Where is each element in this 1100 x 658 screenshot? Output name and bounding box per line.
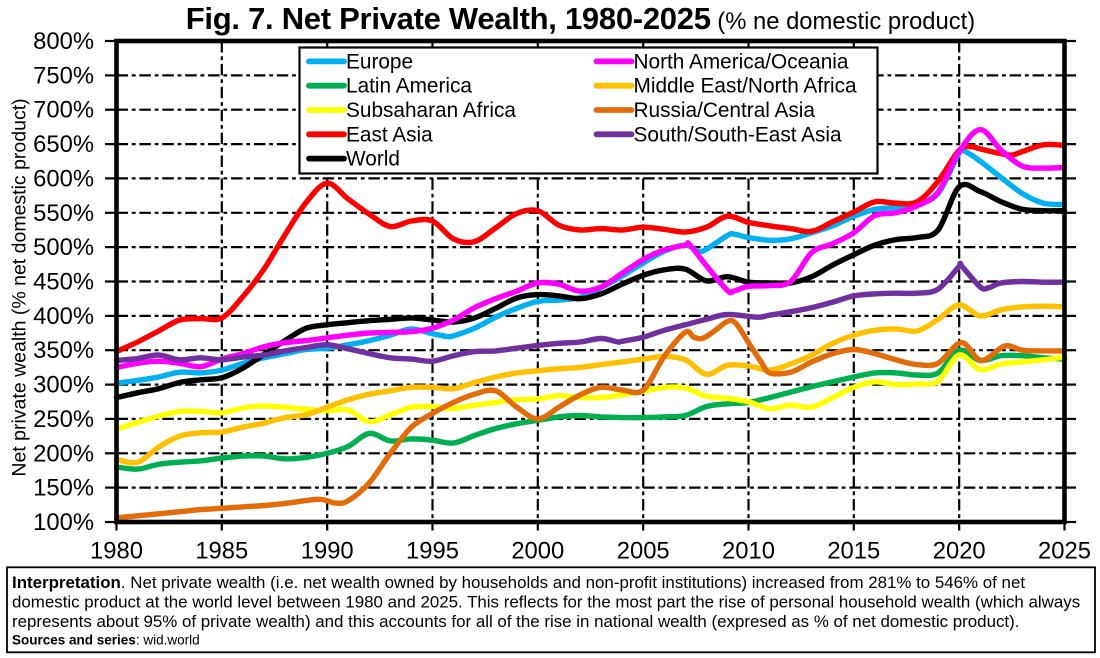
svg-text:domestic product at the world: domestic product at the world level betw…: [12, 593, 1080, 612]
svg-text:Latin America: Latin America: [346, 75, 472, 98]
svg-text:East Asia: East Asia: [346, 123, 433, 146]
svg-text:2025: 2025: [1038, 538, 1091, 565]
svg-text:Middle East/North Africa: Middle East/North Africa: [634, 75, 858, 98]
svg-text:550%: 550%: [33, 200, 94, 227]
svg-text:500%: 500%: [33, 234, 94, 261]
svg-text:750%: 750%: [33, 62, 94, 89]
svg-text:1995: 1995: [406, 538, 459, 565]
svg-text:400%: 400%: [33, 303, 94, 330]
svg-text:2020: 2020: [933, 538, 986, 565]
svg-text:North America/Oceania: North America/Oceania: [634, 50, 849, 73]
svg-text:150%: 150%: [33, 475, 94, 502]
svg-text:Russia/Central Asia: Russia/Central Asia: [634, 99, 816, 122]
svg-text:300%: 300%: [33, 372, 94, 399]
svg-text:Interpretation. Net private we: Interpretation. Net private wealth (i.e.…: [12, 573, 1025, 592]
svg-text:1990: 1990: [301, 538, 354, 565]
svg-text:2000: 2000: [511, 538, 564, 565]
svg-text:World: World: [346, 148, 400, 171]
svg-text:2005: 2005: [617, 538, 670, 565]
svg-text:100%: 100%: [33, 509, 94, 536]
svg-text:350%: 350%: [33, 337, 94, 364]
svg-text:Fig. 7. Net Private Wealth, 19: Fig. 7. Net Private Wealth, 1980-2025 (%…: [186, 1, 975, 36]
svg-text:250%: 250%: [33, 406, 94, 433]
svg-text:Europe: Europe: [346, 50, 413, 73]
svg-text:700%: 700%: [33, 97, 94, 124]
svg-text:Net private wealth (% net dome: Net private wealth (% net domestic produ…: [9, 98, 31, 476]
svg-text:450%: 450%: [33, 269, 94, 296]
svg-text:200%: 200%: [33, 440, 94, 467]
svg-text:650%: 650%: [33, 131, 94, 158]
svg-text:600%: 600%: [33, 165, 94, 192]
svg-text:1980: 1980: [90, 538, 143, 565]
svg-text:1985: 1985: [195, 538, 248, 565]
svg-text:2010: 2010: [722, 538, 775, 565]
svg-text:2015: 2015: [827, 538, 880, 565]
svg-text:South/South-East Asia: South/South-East Asia: [634, 123, 843, 146]
svg-text:Sources and series: wid.world: Sources and series: wid.world: [12, 633, 200, 648]
svg-text:represents about 95% of privat: represents about 95% of private wealth) …: [12, 612, 1019, 631]
svg-text:Subsaharan Africa: Subsaharan Africa: [346, 99, 516, 122]
svg-text:800%: 800%: [33, 28, 94, 55]
